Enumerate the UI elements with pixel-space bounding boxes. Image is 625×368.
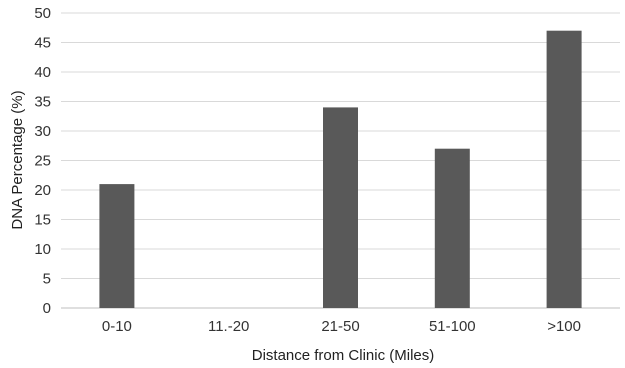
x-axis-title: Distance from Clinic (Miles)	[252, 347, 435, 364]
bar	[323, 107, 358, 309]
y-axis-title: DNA Percentage (%)	[9, 90, 26, 229]
y-tick-label: 40	[34, 64, 51, 81]
x-tick-label: >100	[547, 318, 581, 335]
y-tick-label: 45	[34, 35, 51, 52]
bars	[99, 30, 582, 309]
x-tick-label: 51-100	[429, 318, 476, 335]
y-tick-label: 10	[34, 241, 51, 258]
x-tick-label: 21-50	[321, 318, 359, 335]
x-tick-label: 0-10	[102, 318, 132, 335]
y-tick-label: 25	[34, 153, 51, 170]
y-tick-label: 30	[34, 123, 51, 140]
y-axis-ticks: 0 5 10 15 20 25 30 35 40 45 50	[34, 5, 51, 317]
bar	[99, 184, 135, 308]
bar	[434, 148, 470, 308]
y-tick-label: 5	[43, 271, 51, 288]
y-tick-label: 0	[43, 300, 51, 317]
y-tick-label: 15	[34, 212, 51, 229]
y-tick-label: 35	[34, 94, 51, 111]
bar	[546, 30, 582, 308]
y-tick-label: 50	[34, 5, 51, 22]
x-tick-label: 11.-20	[208, 318, 249, 335]
y-tick-label: 20	[34, 182, 51, 199]
x-axis-ticks: 0-10 11.-20 21-50 51-100 >100	[102, 318, 581, 335]
